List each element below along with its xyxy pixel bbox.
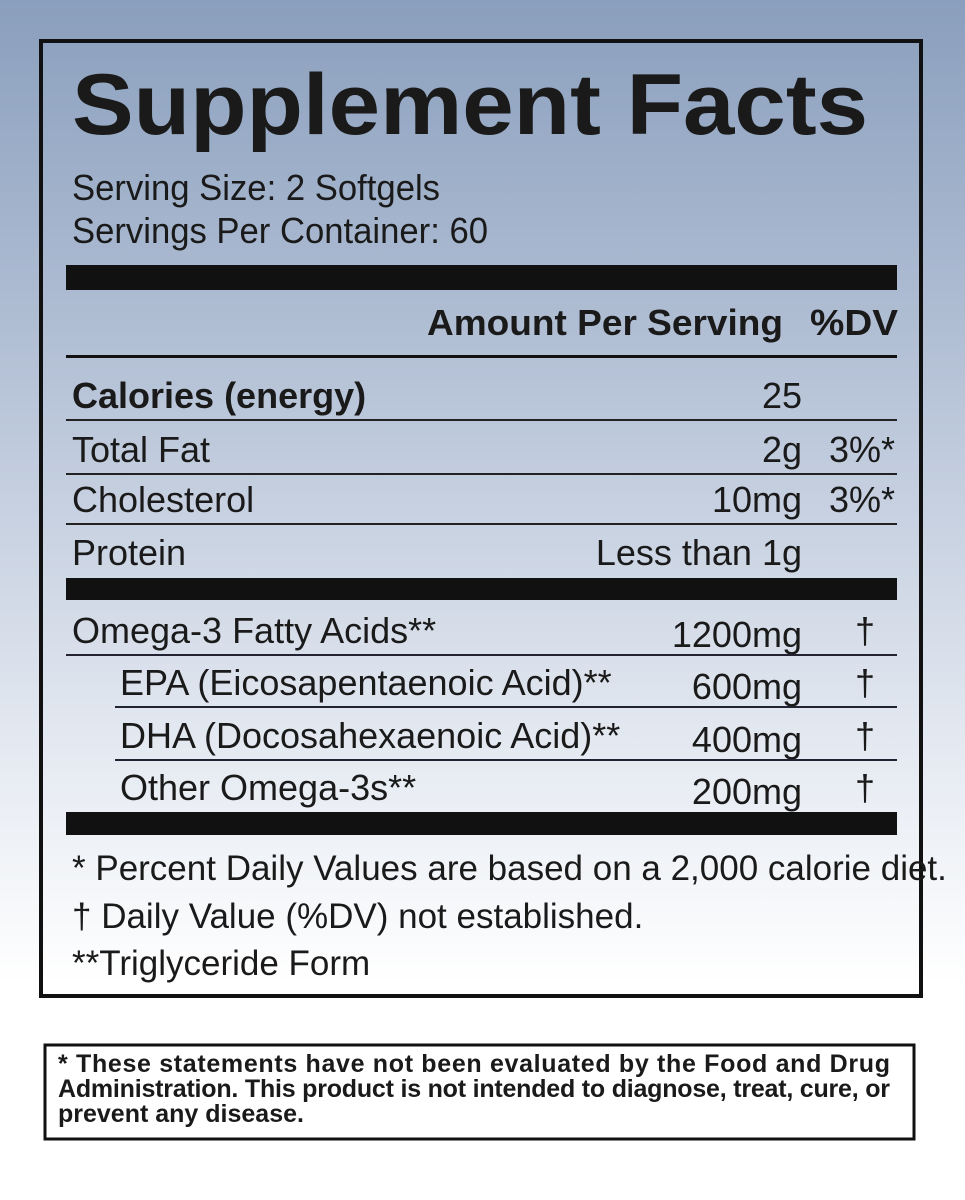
rule: [66, 654, 897, 656]
nutrient-amount: 2g: [762, 429, 802, 470]
fatty-acid-dv: †: [855, 610, 875, 651]
fatty-acid-amount: 600mg: [692, 666, 802, 707]
nutrient-name: Calories (energy): [72, 375, 366, 416]
header-dv: %DV: [810, 302, 898, 343]
nutrient-name: Cholesterol: [72, 479, 254, 520]
nutrient-name: Protein: [72, 532, 186, 573]
nutrient-amount: 25: [762, 375, 802, 416]
title: Supplement Facts: [72, 57, 868, 153]
rule: [66, 523, 897, 525]
fatty-acid-dv: †: [855, 662, 875, 703]
disclaimer-line: prevent any disease.: [58, 1100, 304, 1128]
thick-rule: [66, 812, 897, 835]
footnote: * Percent Daily Values are based on a 2,…: [72, 849, 947, 888]
serving-size: Serving Size: 2 Softgels: [72, 167, 440, 208]
nutrient-amount: Less than 1g: [596, 532, 802, 573]
fatty-acid-dv: †: [855, 767, 875, 808]
fatty-acid-amount: 400mg: [692, 719, 802, 760]
footnote: **Triglyceride Form: [72, 944, 370, 983]
disclaimer-box: [43, 1043, 916, 1141]
nutrient-dv: 3%*: [829, 429, 895, 470]
fatty-acid-dv: †: [855, 715, 875, 756]
fatty-acid-name: EPA (Eicosapentaenoic Acid)**: [120, 662, 612, 703]
disclaimer-line: Administration. This product is not inte…: [58, 1075, 890, 1103]
fatty-acid-amount: 200mg: [692, 771, 802, 812]
fatty-acid-amount: 1200mg: [672, 614, 802, 655]
thick-rule: [66, 578, 897, 600]
disclaimer-line: * These statements have not been evaluat…: [58, 1050, 890, 1078]
fatty-acid-name: DHA (Docosahexaenoic Acid)**: [120, 715, 620, 756]
header-amount: Amount Per Serving: [427, 302, 783, 343]
servings-per-container: Servings Per Container: 60: [72, 210, 488, 251]
rule: [66, 473, 897, 475]
thick-rule: [66, 265, 897, 290]
fatty-acid-name: Omega-3 Fatty Acids**: [72, 610, 436, 651]
label-frame: [39, 39, 923, 998]
footnote: † Daily Value (%DV) not established.: [72, 897, 643, 936]
fatty-acid-name: Other Omega-3s**: [120, 767, 416, 808]
rule: [66, 355, 897, 358]
nutrient-amount: 10mg: [712, 479, 802, 520]
nutrient-name: Total Fat: [72, 429, 210, 470]
rule: [115, 706, 897, 708]
rule: [66, 419, 897, 421]
nutrient-dv: 3%*: [829, 479, 895, 520]
rule: [115, 759, 897, 761]
